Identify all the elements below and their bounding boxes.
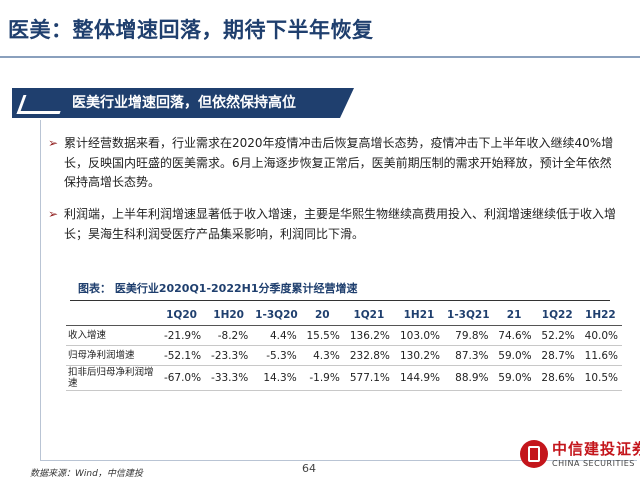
bullet-text: 利润端，上半年利润增速显著低于收入增速，主要是华熙生物继续高费用投入、利润增速继…: [64, 207, 617, 241]
table-row: 扣非后归母净利润增速 -67.0% -33.3% 14.3% -1.9% 577…: [66, 365, 622, 391]
column-header: 1-3Q20: [252, 305, 301, 326]
table-cell: 4.3%: [300, 345, 344, 366]
banner-chevron-icon: [16, 95, 67, 114]
table-cell: 88.9%: [444, 365, 493, 391]
table-cell: 40.0%: [578, 325, 622, 346]
table-cell: 10.5%: [578, 365, 622, 391]
growth-table: 1Q20 1H20 1-3Q20 20 1Q21 1H21 1-3Q21 21 …: [66, 305, 622, 391]
data-source-note: 数据来源：Wind，中信建投: [30, 469, 143, 479]
table-cell: 87.3%: [444, 345, 493, 366]
column-header: 1-3Q21: [444, 305, 493, 326]
column-header: [66, 305, 158, 326]
content-frame: [40, 120, 637, 461]
bullet-item: ➢ 累计经营数据来看，行业需求在2020年疫情冲击后恢复高增长态势，疫情冲击下上…: [48, 134, 620, 193]
row-label: 扣非后归母净利润增速: [66, 365, 158, 391]
table-cell: 4.4%: [252, 325, 301, 346]
table-cell: -23.3%: [205, 345, 253, 366]
table-cell: -21.9%: [158, 325, 206, 346]
table-cell: -8.2%: [205, 325, 253, 346]
table-cell: 577.1%: [343, 365, 394, 391]
row-label: 收入增速: [66, 325, 158, 346]
bullet-text: 累计经营数据来看，行业需求在2020年疫情冲击后恢复高增长态势，疫情冲击下上半年…: [64, 136, 614, 189]
table-cell: 144.9%: [393, 365, 445, 391]
section-banner-label: 医美行业增速回落，但依然保持高位: [12, 88, 354, 118]
column-header: 1H21: [393, 305, 445, 326]
table-cell: -33.3%: [205, 365, 253, 391]
column-header: 1Q20: [158, 305, 206, 326]
table-cell: -5.3%: [252, 345, 301, 366]
logo-name-cn: 中信建投证券: [552, 440, 640, 458]
table-cell: 15.5%: [300, 325, 344, 346]
column-header: 20: [300, 305, 344, 326]
arrow-bullet-icon: ➢: [48, 207, 59, 221]
column-header: 1H22: [578, 305, 622, 326]
page-number: 64: [302, 462, 316, 475]
title-divider: [0, 56, 640, 58]
table-cell: -1.9%: [300, 365, 344, 391]
bullet-item: ➢ 利润端，上半年利润增速显著低于收入增速，主要是华熙生物继续高费用投入、利润增…: [48, 205, 620, 244]
column-header: 21: [492, 305, 536, 326]
table-cell: 59.0%: [492, 365, 536, 391]
column-header: 1Q22: [535, 305, 579, 326]
seal-logo-icon: [520, 440, 548, 468]
logo-name-en: CHINA SECURITIES: [552, 459, 635, 468]
column-header: 1Q21: [343, 305, 394, 326]
table-cell: 136.2%: [343, 325, 394, 346]
table-cell: 59.0%: [492, 345, 536, 366]
column-header: 1H20: [205, 305, 253, 326]
row-label: 归母净利润增速: [66, 345, 158, 366]
table-cell: 28.7%: [535, 345, 579, 366]
table-cell: -52.1%: [158, 345, 206, 366]
table-row: 收入增速 -21.9% -8.2% 4.4% 15.5% 136.2% 103.…: [66, 325, 622, 346]
table-cell: 130.2%: [393, 345, 445, 366]
table-cell: 14.3%: [252, 365, 301, 391]
table-caption: 图表： 医美行业2020Q1-2022H1分季度累计经营增速: [78, 282, 358, 295]
table-cell: 11.6%: [578, 345, 622, 366]
table-row: 归母净利润增速 -52.1% -23.3% -5.3% 4.3% 232.8% …: [66, 345, 622, 366]
page-title: 医美：整体增速回落，期待下半年恢复: [8, 18, 374, 42]
arrow-bullet-icon: ➢: [48, 136, 59, 150]
table-cell: -67.0%: [158, 365, 206, 391]
table-caption-rule: [70, 300, 610, 301]
table-cell: 232.8%: [343, 345, 394, 366]
section-banner: 医美行业增速回落，但依然保持高位: [12, 88, 354, 120]
table-cell: 74.6%: [492, 325, 536, 346]
table-cell: 28.6%: [535, 365, 579, 391]
table-cell: 79.8%: [444, 325, 493, 346]
table-cell: 103.0%: [393, 325, 445, 346]
table-header-row: 1Q20 1H20 1-3Q20 20 1Q21 1H21 1-3Q21 21 …: [66, 305, 622, 326]
table-cell: 52.2%: [535, 325, 579, 346]
company-logo: 中信建投证券 CHINA SECURITIES: [520, 436, 640, 476]
